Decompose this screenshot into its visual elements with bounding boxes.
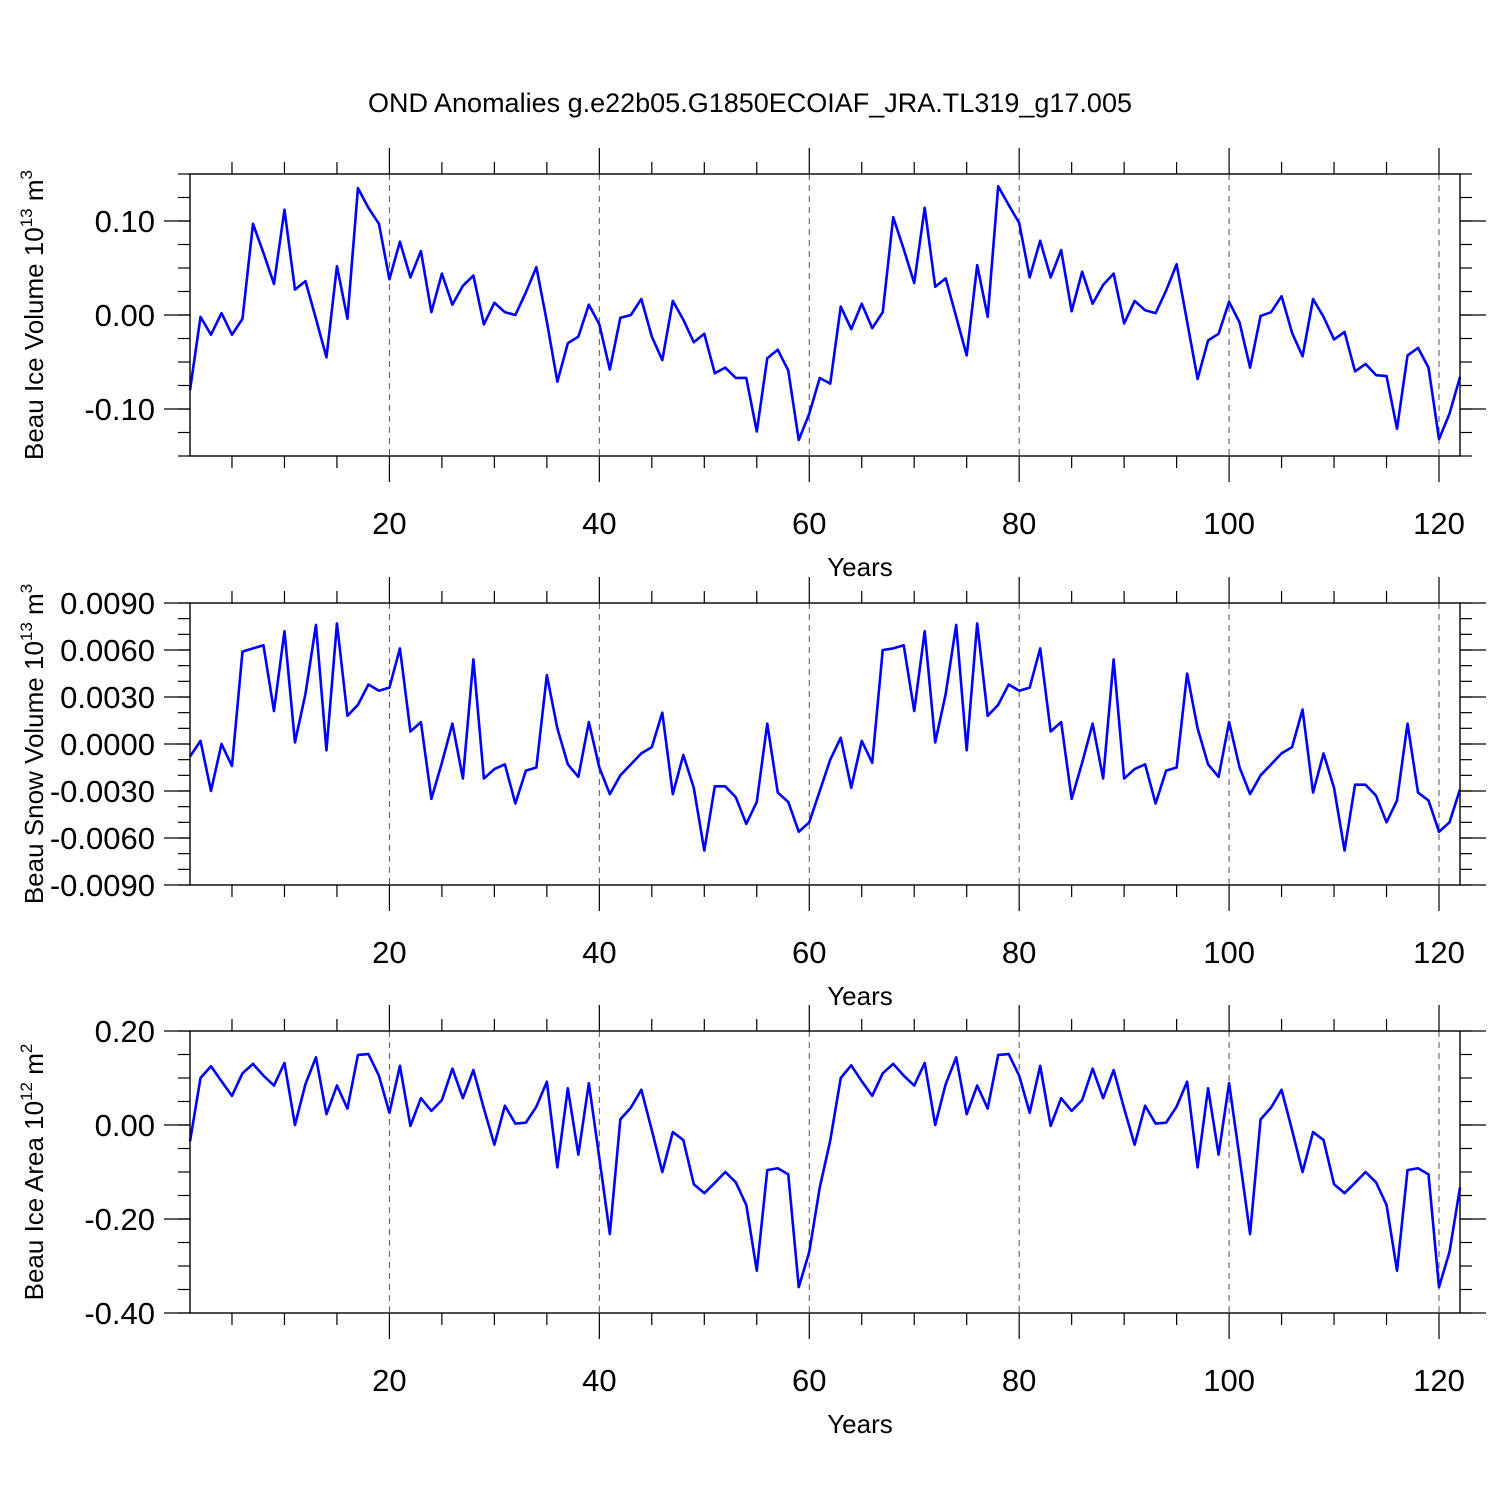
x-tick-label: 120: [1413, 1363, 1465, 1398]
y-tick-label: -0.0090: [50, 868, 155, 903]
panel-ice-volume: 20 40 60 80 100 120 -0.10 0.00 0.10 Years Beau Ice…: [17, 148, 1486, 582]
y-axis-label-unit: m: [19, 1053, 49, 1082]
figure-title: OND Anomalies g.e22b05.G1850ECOIAF_JRA.T…: [368, 88, 1132, 118]
panel-ice-area: 20 40 60 80 100 120 -0.40 -0.20 0.00 0.20 Years Bea…: [17, 1005, 1486, 1439]
y-axis-label-unit: m: [19, 179, 49, 208]
y-tick-label: 0.0030: [60, 680, 155, 715]
x-tick-label: 60: [792, 1363, 826, 1398]
x-axis-label: Years: [827, 552, 893, 582]
y-axis-label-unit-exponent: 3: [17, 170, 36, 179]
y-axis-label-unit-exponent: 3: [17, 584, 36, 593]
y-tick-label: -0.20: [84, 1202, 155, 1237]
series-line-ice-area: [188, 1052, 1462, 1289]
x-axis-label: Years: [827, 1409, 893, 1439]
x-tick-label: 40: [582, 1363, 616, 1398]
y-tick-label: -0.0060: [50, 821, 155, 856]
y-axis-label-main: Beau Ice Area 10: [19, 1101, 49, 1300]
y-tick-label: 0.10: [95, 204, 155, 239]
x-tick-label: 80: [1002, 935, 1036, 970]
plot-frame: [189, 1030, 1461, 1314]
y-tick-label: 0.20: [95, 1014, 155, 1049]
x-tick-label: 60: [792, 935, 826, 970]
panels: 20 40 60 80 100 120 -0.10 0.00 0.10 Years Beau Ice…: [17, 148, 1486, 1439]
y-axis-label: Beau Ice Volume 1013 m3: [17, 170, 49, 460]
x-tick-label: 20: [372, 506, 406, 541]
y-axis-label-exponent: 13: [17, 622, 36, 641]
series-line-snow-volume: [188, 622, 1462, 852]
x-tick-label: 60: [792, 506, 826, 541]
x-tick-label: 20: [372, 935, 406, 970]
plot-frame: [189, 602, 1461, 886]
x-tick-label: 80: [1002, 1363, 1036, 1398]
y-axis-label-exponent: 12: [17, 1082, 36, 1101]
y-tick-label: 0.0090: [60, 586, 155, 621]
x-tick-label: 40: [582, 935, 616, 970]
panel-snow-volume: 20 40 60 80 100 120 -0.0090 -0.0060 -0.0030 0.000…: [17, 577, 1486, 1011]
plot-frame: [189, 173, 1461, 457]
x-tick-label: 100: [1203, 1363, 1255, 1398]
y-tick-label: 0.0060: [60, 633, 155, 668]
y-axis-label-unit-exponent: 2: [17, 1044, 36, 1053]
y-axis-label: Beau Snow Volume 1013 m3: [17, 584, 49, 904]
y-axis-label-unit: m: [19, 593, 49, 622]
y-tick-label: 0.00: [95, 298, 155, 333]
y-axis-label-main: Beau Ice Volume 10: [19, 227, 49, 460]
y-axis-label: Beau Ice Area 1012 m2: [17, 1044, 49, 1301]
series-line-ice-volume: [188, 184, 1462, 442]
y-tick-label: -0.40: [84, 1296, 155, 1331]
x-tick-label: 120: [1413, 935, 1465, 970]
y-tick-label: 0.00: [95, 1108, 155, 1143]
x-tick-label: 100: [1203, 506, 1255, 541]
y-tick-label: 0.0000: [60, 727, 155, 762]
y-axis-label-exponent: 13: [17, 208, 36, 227]
x-tick-label: 80: [1002, 506, 1036, 541]
x-axis-label: Years: [827, 981, 893, 1011]
y-tick-label: -0.0030: [50, 774, 155, 809]
x-tick-label: 40: [582, 506, 616, 541]
x-tick-label: 100: [1203, 935, 1255, 970]
y-axis-label-main: Beau Snow Volume 10: [19, 641, 49, 904]
y-tick-label: -0.10: [84, 392, 155, 427]
x-tick-label: 20: [372, 1363, 406, 1398]
x-tick-label: 120: [1413, 506, 1465, 541]
